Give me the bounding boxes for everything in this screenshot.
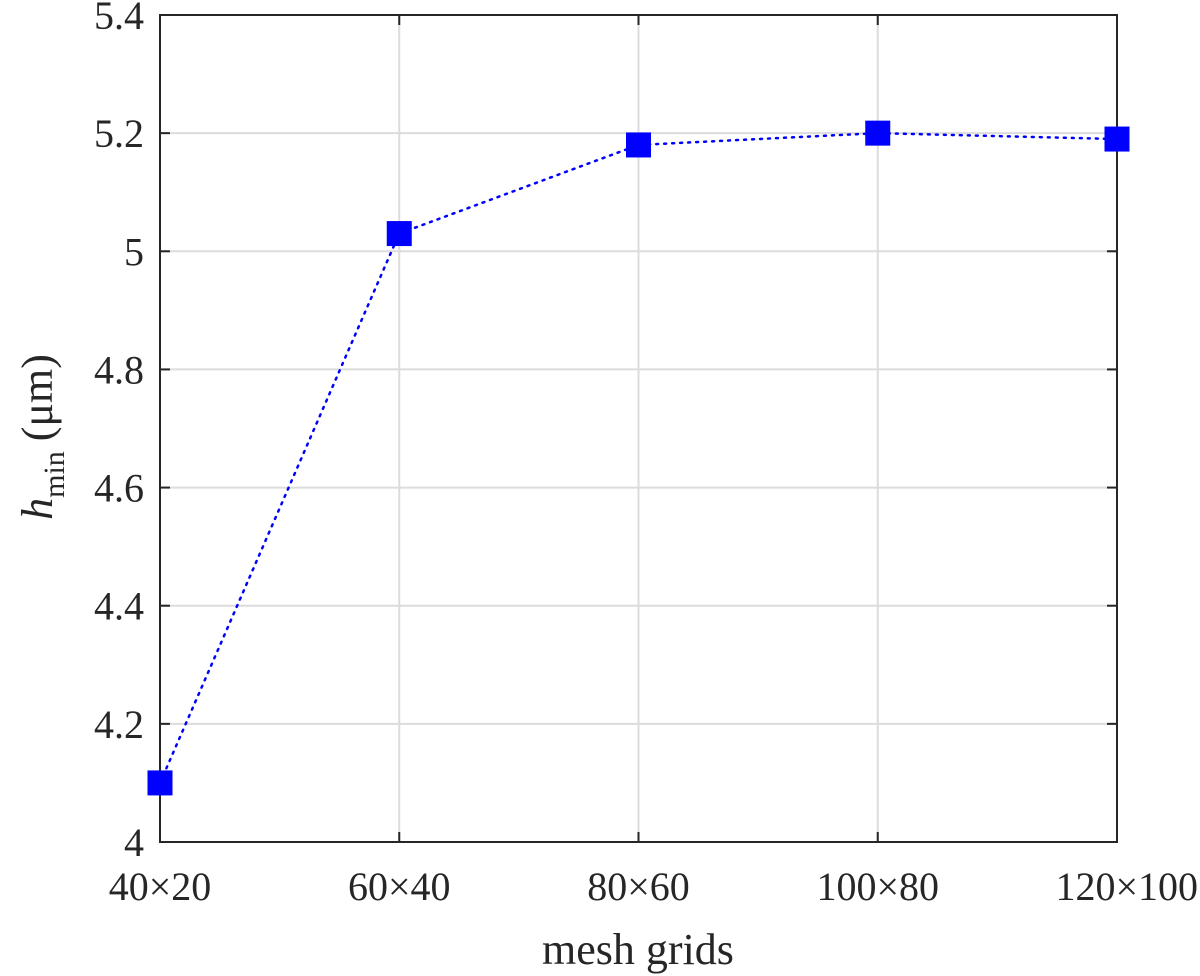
x-tick-label: 60×40 <box>348 864 451 909</box>
data-point-marker <box>147 770 173 796</box>
y-tick-label: 5.2 <box>94 111 144 156</box>
y-axis-symbol: h <box>13 498 62 520</box>
y-tick-label: 4.6 <box>94 466 144 511</box>
axes-frame <box>159 14 1118 843</box>
x-tick-label: 80×60 <box>587 864 690 909</box>
y-tick-label: 4.4 <box>94 584 144 629</box>
y-axis-title: hmin (μm) <box>13 354 71 520</box>
y-tick-label: 4.2 <box>94 702 144 747</box>
data-point-marker <box>626 132 651 158</box>
data-point-marker <box>865 120 891 146</box>
x-tick-label: 100×80 <box>816 864 939 909</box>
x-tick-labels: 40×20 60×40 80×60 100×80 120×100 <box>109 864 1198 909</box>
series-line <box>158 131 1119 785</box>
y-axis-subscript: min <box>38 451 71 498</box>
y-tick-label: 5.4 <box>94 0 144 38</box>
data-point-marker <box>386 221 412 247</box>
data-series <box>147 120 1130 796</box>
x-tick-label: 40×20 <box>109 864 212 909</box>
x-axis-title: mesh grids <box>542 925 734 974</box>
x-tick-label: 120×100 <box>1055 864 1198 909</box>
y-tick-label: 5 <box>124 229 144 274</box>
y-tick-label: 4.8 <box>94 347 144 392</box>
y-tick-label: 4 <box>124 820 144 865</box>
data-point-marker <box>1104 126 1130 152</box>
y-axis-unit: (μm) <box>13 354 62 441</box>
y-tick-labels: 4 4.2 4.4 4.6 4.8 5 5.2 5.4 <box>94 0 144 865</box>
